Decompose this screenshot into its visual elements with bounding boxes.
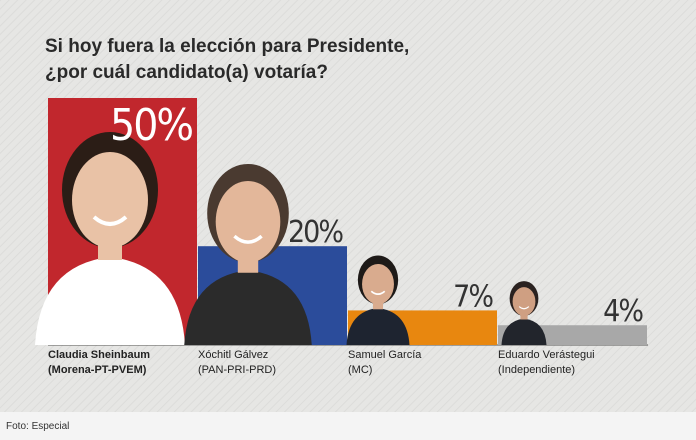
value-label: 4%: [603, 294, 643, 329]
category-label: Samuel García: [348, 349, 422, 361]
party-label: (MC): [348, 364, 372, 376]
portrait-body: [501, 318, 547, 345]
portrait: [501, 281, 547, 345]
category-label: Xóchitl Gálvez: [198, 349, 268, 361]
portrait: [184, 163, 312, 345]
party-label: (Independiente): [498, 364, 575, 376]
party-label: (Morena-PT-PVEM): [48, 364, 147, 376]
value-label: 20%: [288, 215, 343, 250]
portrait: [35, 132, 185, 345]
portrait-face: [72, 152, 148, 248]
footer-bar: [0, 412, 696, 440]
chart-title: ¿por cuál candidato(a) votaría?: [45, 62, 328, 83]
portrait-face: [215, 180, 281, 263]
portrait-body: [184, 270, 312, 345]
portrait-face: [512, 287, 536, 316]
portrait-body: [346, 308, 410, 345]
portrait-smile: [518, 306, 530, 310]
portrait-smile: [233, 234, 263, 244]
value-label: 50%: [110, 100, 192, 151]
portrait-body: [35, 257, 185, 345]
portrait-smile: [370, 290, 386, 296]
portrait-smile: [92, 215, 128, 226]
photo-credit: Foto: Especial: [6, 421, 69, 432]
value-label: 7%: [453, 279, 493, 314]
portrait-face: [362, 263, 394, 305]
party-label: (PAN-PRI-PRD): [198, 364, 276, 376]
portrait: [346, 255, 410, 345]
chart-title: Si hoy fuera la elección para Presidente…: [45, 36, 409, 57]
category-label: Claudia Sheinbaum: [48, 349, 150, 361]
category-label: Eduardo Verástegui: [498, 349, 595, 361]
